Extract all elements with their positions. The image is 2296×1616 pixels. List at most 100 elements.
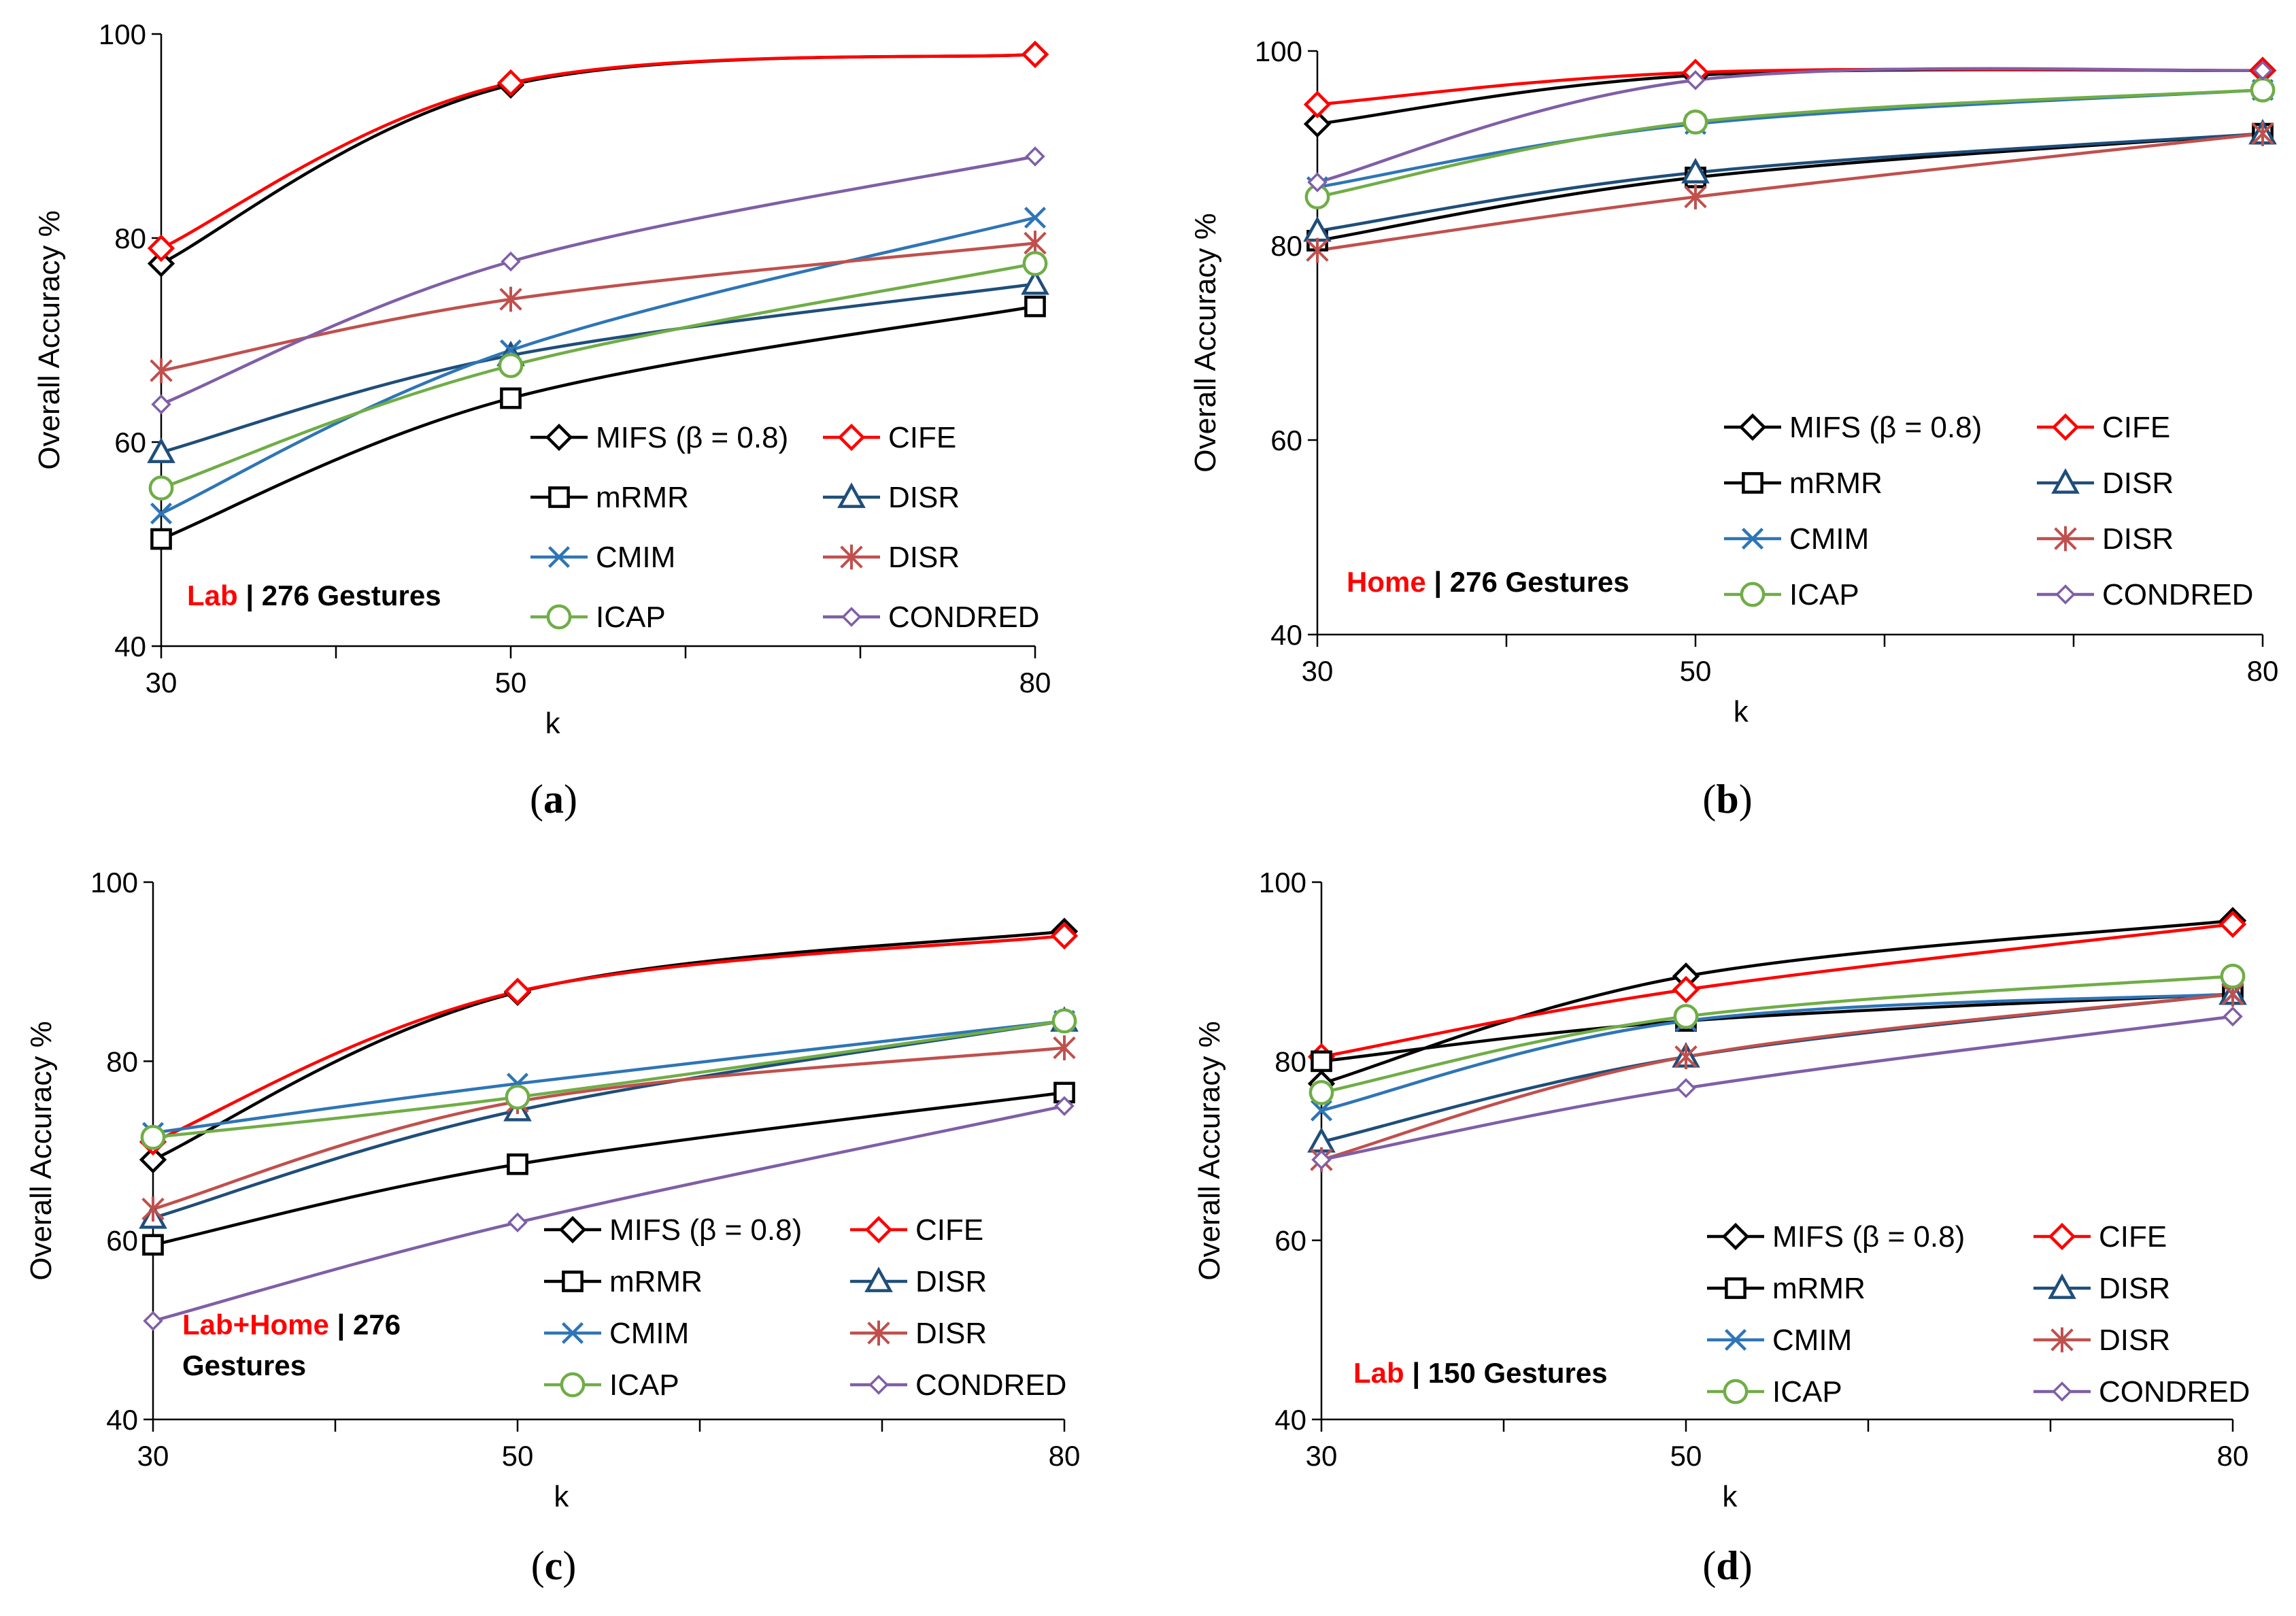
legend-label: CONDRED [888,601,1039,634]
legend-item: CONDRED [2033,1375,2250,1409]
legend: MIFS (β = 0.8) CIFE mRMR DISR CMIM DISR ICAP CO… [1724,411,2253,611]
y-axis-label: Overall Accuracy % [1189,213,1222,472]
x-axis-label: k [554,1480,569,1513]
y-tick-label: 100 [1255,35,1302,67]
data-point-marker [1311,1149,1332,1170]
y-axis-label: Overall Accuracy % [33,210,66,469]
legend-item: DISR [2037,467,2174,500]
data-point-marker [500,387,522,409]
legend-label: ICAP [596,601,666,634]
data-point-marker [148,475,174,501]
legend-item: CMIM [544,1317,689,1350]
chart-panel-d: 40 60 80 100 30 50 80 k Overall Accuracy % MIFS (… [1193,866,2250,1588]
series-line [152,1091,1065,1247]
legend-label: DISR [2099,1272,2170,1305]
annotation-part: Lab [187,579,238,611]
data-point-marker [2251,121,2274,146]
data-point-marker [498,353,524,378]
data-point-marker [147,437,175,463]
y-tick-label: 80 [1270,230,1302,262]
x-tick-label: 30 [146,667,178,698]
legend-marker [547,545,571,569]
data-point-marker [1311,1050,1332,1073]
data-point-marker [1051,1008,1077,1034]
dataset-annotation: Lab | 150 Gestures [1353,1357,1608,1390]
legend-label: CMIM [1789,522,1869,556]
legend-label: mRMR [596,481,689,514]
legend-label: CONDRED [915,1368,1066,1402]
legend-label: ICAP [1789,578,1859,611]
legend-label: DISR [915,1317,987,1350]
series-line [152,1104,1065,1323]
data-point-marker [1683,109,1708,135]
data-point-marker [496,69,525,97]
caption-paren: ( [1702,777,1716,822]
legend-label: DISR [2102,522,2174,556]
legend-marker [2055,584,2076,605]
y-tick-label: 60 [1270,424,1302,456]
legend-marker [2051,468,2080,494]
series-line [161,262,1036,490]
legend-label: DISR [2102,467,2174,500]
data-point-marker [1303,90,1332,118]
y-tick-label: 40 [114,630,146,662]
series-line [1317,88,2263,189]
series-line [1317,132,2263,252]
series-line [152,934,1065,1143]
data-point-marker [147,250,175,277]
caption-paren: ( [531,1543,545,1588]
annotation-part: | 150 Gestures [1404,1357,1608,1390]
legend-item: DISR [823,481,960,514]
legend-item: DISR [2033,1324,2170,1357]
legend-label: CMIM [609,1317,689,1350]
legend-label: CONDRED [2099,1375,2250,1409]
series-line [1317,88,2263,199]
legend-item: CMIM [1707,1324,1852,1357]
series-line [1321,922,2233,1058]
data-point-marker [501,251,521,272]
caption-paren: ( [530,777,543,822]
data-point-marker [150,502,173,525]
series-line [1317,67,2263,184]
legend-marker [2051,413,2080,441]
legend-item: CONDRED [850,1368,1066,1402]
data-point-marker [2252,60,2273,81]
data-point-marker [1025,146,1045,167]
series-line [1321,992,2233,1063]
data-point-marker [2218,910,2247,939]
x-tick-label: 50 [1670,1440,1702,1472]
annotation-part: Lab [1353,1357,1404,1389]
y-tick-label: 80 [1274,1045,1306,1077]
annotation-part: Gestures [182,1349,306,1381]
x-tick-label: 80 [2247,655,2279,687]
legend-item: CIFE [850,1213,983,1247]
series-line [161,241,1036,373]
legend-marker [1721,1222,1750,1251]
chart-panel-c: 40 60 80 100 30 50 80 k Overall Accuracy % MIFS (… [24,866,1080,1588]
legend-marker [1741,527,1764,550]
data-point-marker [1024,206,1047,229]
series-line [1317,132,2263,233]
dataset-annotation: Lab+Home | 276 Gestures [182,1309,401,1381]
data-point-marker [505,1084,530,1110]
caption-paren: ) [562,1543,576,1588]
data-point-marker [143,1311,163,1331]
legend-item: ICAP [530,601,666,634]
data-point-marker [1024,295,1046,318]
series-line [161,305,1036,541]
x-tick-label: 30 [1306,1440,1338,1472]
dataset-annotation: Home | 276 Gestures [1347,566,1630,599]
legend-label: mRMR [1789,467,1883,500]
legend-marker [2048,1273,2076,1299]
data-point-marker [1674,1044,1698,1070]
caption-paren: ) [1739,1543,1753,1588]
legend-item: CIFE [2037,411,2170,444]
legend-item: DISR [2037,522,2174,556]
legend-marker [864,1266,893,1292]
legend-marker [841,607,862,627]
legend-item: DISR [850,1317,987,1350]
data-point-marker [151,394,171,415]
y-tick-label: 40 [1274,1404,1306,1436]
data-point-marker [139,1145,167,1174]
x-tick-label: 50 [502,1440,534,1472]
